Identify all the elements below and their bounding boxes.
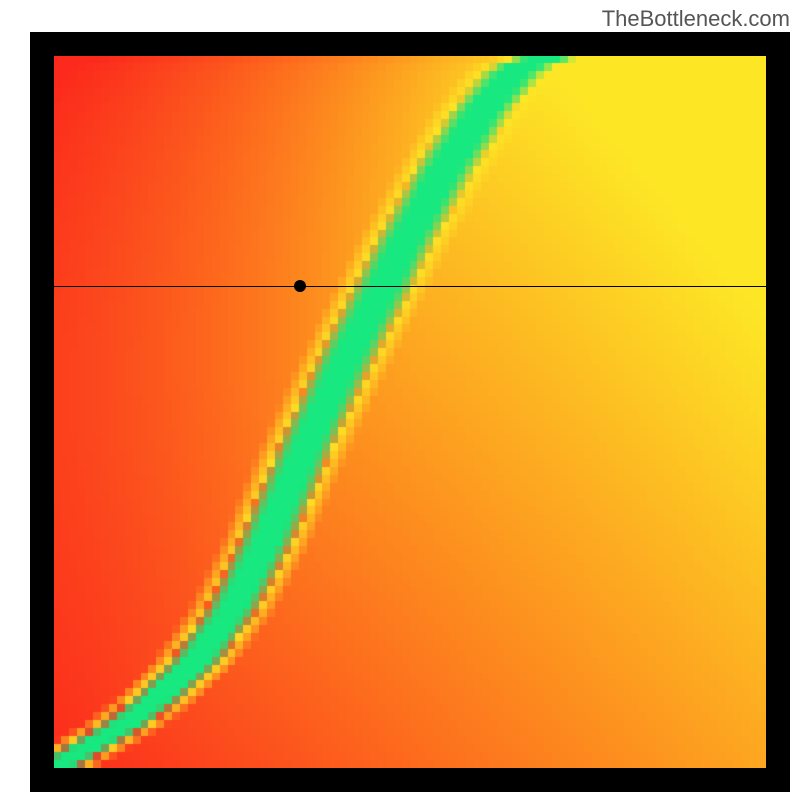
watermark-text: TheBottleneck.com — [602, 6, 790, 32]
heatmap-canvas — [54, 56, 766, 768]
plot-frame — [30, 32, 790, 792]
crosshair-marker — [294, 280, 306, 292]
crosshair-horizontal — [54, 286, 766, 287]
chart-container: TheBottleneck.com — [0, 0, 800, 800]
plot-area — [54, 56, 766, 768]
